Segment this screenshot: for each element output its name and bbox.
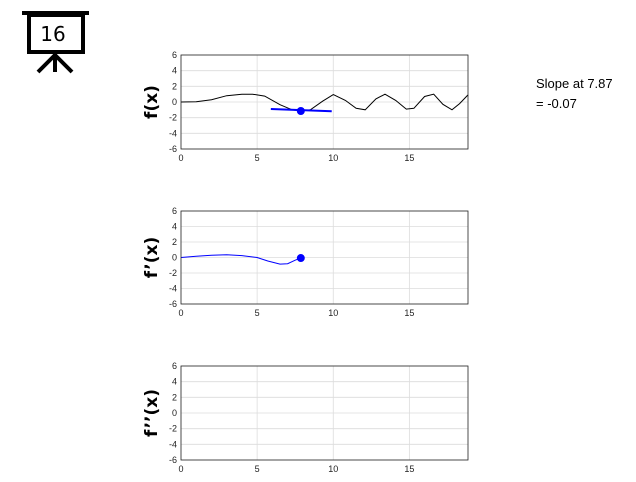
y-tick-label: -6 <box>169 455 177 465</box>
y-tick-label: 0 <box>172 97 177 107</box>
slide-number: 16 <box>40 22 65 46</box>
y-tick-label: 4 <box>172 377 177 387</box>
y-tick-label: -4 <box>169 284 177 294</box>
x-tick-label: 15 <box>404 464 414 474</box>
x-tick-label: 5 <box>255 153 260 163</box>
y-tick-label: 4 <box>172 222 177 232</box>
y-axis-label: f’’(x) <box>142 389 162 437</box>
series-line <box>180 93 469 112</box>
plot-frame <box>180 365 469 461</box>
slope-readout-line1: Slope at 7.87 <box>536 76 613 91</box>
y-tick-label: -4 <box>169 128 177 138</box>
current-point-marker <box>296 254 305 263</box>
y-tick-label: 2 <box>172 392 177 402</box>
x-tick-label: 15 <box>404 153 414 163</box>
y-tick-label: -2 <box>169 268 177 278</box>
plot-frame <box>180 210 469 305</box>
y-tick-label: 6 <box>172 361 177 371</box>
x-tick-label: 5 <box>255 464 260 474</box>
current-point-marker <box>296 107 305 116</box>
y-tick-label: 4 <box>172 66 177 76</box>
projector-screen-icon[interactable]: 16 <box>22 11 89 74</box>
y-tick-label: -6 <box>169 144 177 154</box>
slope-readout: Slope at 7.87 = -0.07 <box>536 74 613 114</box>
y-tick-label: -6 <box>169 299 177 309</box>
x-tick-label: 15 <box>404 308 414 318</box>
chart-1: 0 5 10 15 -6 -4 -2 0 2 4 6 f(x) <box>142 50 469 163</box>
slope-readout-line2: = -0.07 <box>536 96 577 111</box>
x-tick-label: 0 <box>178 153 183 163</box>
y-axis-label: f(x) <box>142 85 162 119</box>
plot-frame <box>180 54 469 150</box>
x-tick-label: 10 <box>328 153 338 163</box>
y-tick-label: 2 <box>172 237 177 247</box>
stand-left-leg <box>36 53 57 74</box>
x-tick-label: 5 <box>255 308 260 318</box>
y-axis-label: f’(x) <box>142 237 162 279</box>
y-tick-label: -4 <box>169 439 177 449</box>
x-tick-label: 0 <box>178 464 183 474</box>
x-tick-label: 0 <box>178 308 183 318</box>
chart-3: 0 5 10 15 -6 -4 -2 0 2 4 6 f’’(x) <box>142 361 469 474</box>
x-tick-label: 10 <box>328 308 338 318</box>
y-tick-label: 0 <box>172 408 177 418</box>
stand-right-leg <box>53 53 74 74</box>
y-tick-label: 2 <box>172 81 177 91</box>
x-tick-label: 10 <box>328 464 338 474</box>
y-tick-label: -2 <box>169 424 177 434</box>
y-tick-label: 0 <box>172 253 177 263</box>
series-line <box>180 254 301 265</box>
chart-2: 0 5 10 15 -6 -4 -2 0 2 4 6 f’(x) <box>142 206 469 318</box>
charts-group: 0 5 10 15 -6 -4 -2 0 2 4 6 f(x) 0 5 10 15 -6 -4 -2 0 2 4 6 f’(x… <box>142 50 469 474</box>
y-tick-label: -2 <box>169 113 177 123</box>
y-tick-label: 6 <box>172 50 177 60</box>
y-tick-label: 6 <box>172 206 177 216</box>
